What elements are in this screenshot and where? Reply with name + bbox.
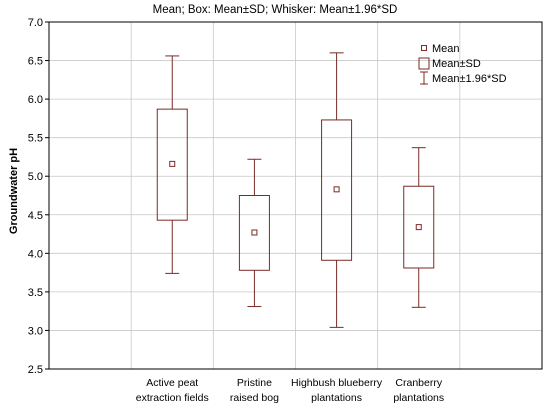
y-tick-label: 5.5 xyxy=(28,133,43,145)
y-tick-label: 6.5 xyxy=(28,56,43,68)
legend-sd-label: Mean±SD xyxy=(432,58,481,70)
y-axis-title: Groundwater pH xyxy=(8,148,20,234)
legend-whisker-label: Mean±1.96*SD xyxy=(432,73,507,85)
y-tick-label: 5.0 xyxy=(28,171,43,183)
mean-marker xyxy=(415,224,422,231)
y-tick-label: 2.5 xyxy=(28,364,43,376)
x-category-label: plantations xyxy=(393,392,444,404)
x-category-label: Active peat xyxy=(146,377,198,389)
y-axis-ticks: 2.5 3.0 3.5 4.0 4.5 5.0 5.5 6.0 6.5 7.0 xyxy=(28,17,49,376)
plot-area xyxy=(48,21,543,370)
sd-box xyxy=(403,185,435,269)
x-category-label: extraction fields xyxy=(136,392,209,404)
box-group xyxy=(156,55,188,274)
legend-mean-marker xyxy=(421,45,427,51)
x-category-label: Highbush blueberry xyxy=(291,377,383,389)
x-category-label: Pristine xyxy=(237,377,272,389)
y-tick-label: 4.5 xyxy=(28,210,43,222)
box-group xyxy=(321,52,353,328)
mean-marker xyxy=(169,160,176,167)
legend-sd-box xyxy=(418,57,430,70)
x-category-label: raised bog xyxy=(230,392,279,404)
boxes xyxy=(156,52,435,328)
sd-box xyxy=(156,108,188,221)
mean-marker xyxy=(333,186,340,193)
box-group xyxy=(238,158,270,308)
y-tick-label: 6.0 xyxy=(28,94,43,106)
box-group xyxy=(403,147,435,308)
x-category-label: plantations xyxy=(311,392,362,404)
sd-box xyxy=(238,195,270,271)
legend-mean-label: Mean xyxy=(432,43,460,55)
sd-box xyxy=(321,119,353,261)
mean-marker xyxy=(251,229,258,236)
y-tick-label: 3.0 xyxy=(28,325,43,337)
grid-lines xyxy=(49,21,542,370)
y-tick-label: 3.5 xyxy=(28,287,43,299)
x-axis-labels: Active peat extraction fields Pristine rais… xyxy=(136,377,444,404)
y-tick-label: 7.0 xyxy=(28,17,43,29)
y-tick-label: 4.0 xyxy=(28,248,43,260)
chart-title: Mean; Box: Mean±SD; Whisker: Mean±1.96*S… xyxy=(153,4,398,16)
legend: Mean Mean±SD Mean±1.96*SD xyxy=(418,43,507,85)
x-category-label: Cranberry xyxy=(395,377,442,389)
